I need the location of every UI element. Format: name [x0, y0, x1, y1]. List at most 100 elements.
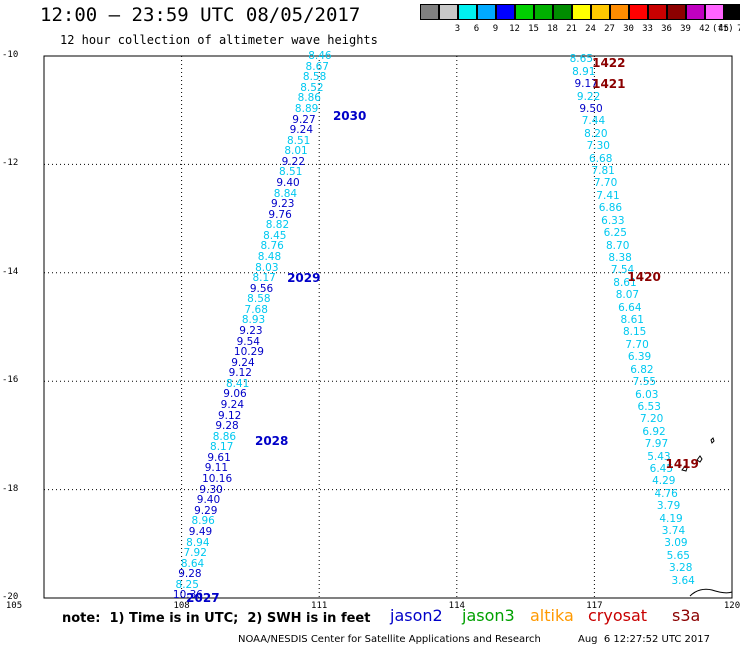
wave-height-value: 9.11 [204, 462, 229, 475]
wave-height-value: 6.64 [618, 301, 642, 314]
legend-swatch [477, 4, 496, 20]
legend-swatch [534, 4, 553, 20]
legend-swatch [420, 4, 439, 20]
wave-height-value: 8.46 [308, 50, 332, 63]
wave-height-value: 8.41 [225, 377, 250, 390]
wave-height-value: 8.17 [252, 272, 276, 285]
pass-time-label: 1419 [665, 456, 699, 471]
legend-swatch [591, 4, 610, 20]
wave-height-value: 8.86 [212, 430, 237, 443]
legend-tick-label: 24 [585, 24, 596, 34]
legend-swatch [515, 4, 534, 20]
wave-height-value: 9.40 [276, 176, 300, 189]
longitude-tick-label: 111 [311, 601, 328, 611]
latitude-tick-label: -10 [2, 50, 19, 60]
wave-height-value: 4.76 [654, 487, 678, 500]
wave-height-value: 9.28 [178, 568, 202, 581]
wave-height-value: 5.65 [666, 549, 690, 562]
legend-tick-label: 33 [642, 24, 653, 34]
wave-height-value: 9.54 [236, 335, 260, 348]
footer-note: note: 1) Time is in UTC; 2) SWH is in fe… [62, 611, 371, 626]
legend-tick-label: 21 [566, 24, 577, 34]
wave-height-value: 3.09 [664, 537, 688, 550]
wave-height-value: 7.68 [244, 303, 268, 316]
wave-height-value: 7.41 [596, 189, 620, 202]
satellite-legend-entry: cryosat [588, 606, 648, 625]
wave-height-value: 8.91 [572, 65, 596, 78]
wave-height-value: 8.52 [300, 81, 324, 94]
wave-height-value: 8.65 [569, 53, 594, 66]
wave-height-value: 6.92 [642, 425, 666, 438]
wave-height-value: 9.22 [576, 90, 601, 103]
wave-height-value: 8.61 [620, 314, 644, 327]
wave-height-value: 3.28 [669, 562, 693, 575]
wave-height-value: 9.56 [249, 282, 274, 295]
wave-height-value: 7.81 [591, 165, 615, 178]
legend-tick-label: 70 [737, 24, 740, 34]
pass-time-label: 1422 [592, 55, 626, 70]
wave-height-value: 4.19 [659, 512, 683, 525]
wave-height-value: 9.29 [194, 504, 218, 517]
wave-height-value: 4.29 [652, 475, 676, 488]
map-grid [44, 56, 732, 598]
legend-swatch [686, 4, 705, 20]
wave-height-value: 9.24 [231, 356, 255, 369]
wave-height-value: 8.94 [186, 536, 210, 549]
chart-title: 12:00 — 23:59 UTC 08/05/2017 [40, 4, 361, 26]
legend-tick-label: 15 [528, 24, 539, 34]
wave-height-value: 8.70 [606, 239, 630, 252]
legend-tick-label: 45 [718, 24, 729, 34]
wave-height-value: 6.45 [649, 463, 674, 475]
wave-height-value: 8.51 [286, 134, 311, 147]
wave-height-value: 8.51 [279, 166, 303, 179]
map-frame [43, 55, 733, 599]
legend-tick-label: 42 [699, 24, 710, 34]
wave-height-value: 3.64 [671, 574, 695, 587]
wave-height-value: 8.03 [255, 261, 279, 274]
longitude-tick-label: 114 [448, 601, 465, 611]
pass-time-label: 2027 [186, 591, 220, 605]
latitude-tick-label: -14 [2, 266, 19, 277]
latitude-tick-label: -16 [2, 375, 19, 386]
wave-height-value: 6.86 [598, 202, 623, 215]
wave-height-value: 8.86 [297, 92, 321, 105]
wave-height-value: 9.06 [223, 388, 247, 401]
longitude-tick-label: 105 [5, 601, 23, 611]
wave-height-value: 9.24 [289, 124, 314, 137]
satellite-legend-entry: jason2 [390, 606, 443, 625]
wave-height-value: 7.30 [586, 140, 610, 153]
wave-height-value: 8.84 [273, 187, 298, 200]
wave-height-value: 8.48 [257, 250, 282, 263]
wave-height-value: 9.49 [188, 525, 213, 538]
wave-height-value: 8.45 [263, 229, 287, 242]
pass-time-label: 2028 [254, 433, 289, 448]
legend-swatch [724, 4, 740, 20]
wave-height-value: 7.44 [581, 115, 606, 128]
wave-height-value: 6.33 [601, 214, 625, 227]
wave-height-value: 8.38 [608, 251, 632, 264]
wave-height-value: 3.74 [661, 525, 686, 538]
pass-time-label: 1421 [592, 77, 626, 92]
wave-height-value: 9.27 [292, 113, 316, 126]
wave-height-value: 8.25 [175, 578, 199, 591]
wave-height-value: 9.61 [207, 451, 231, 464]
wave-height-value: 9.12 [228, 367, 252, 380]
wave-height-value: 6.82 [630, 363, 654, 376]
wave-height-value: 8.61 [613, 276, 637, 289]
wave-height-value: 6.53 [637, 400, 661, 413]
wave-height-value: 8.96 [191, 515, 215, 528]
pass-time-label: 2030 [332, 108, 367, 123]
legend-swatch [610, 4, 629, 20]
legend-swatch [667, 4, 686, 20]
legend-tick-label: 39 [680, 24, 691, 34]
legend-swatch [553, 4, 572, 20]
latitude-tick-label: -12 [2, 158, 19, 169]
legend-tick-label: 36 [661, 24, 672, 34]
wave-height-value: 9.12 [217, 409, 242, 422]
longitude-tick-label: 108 [173, 601, 190, 611]
wave-height-value: 9.23 [239, 325, 263, 338]
legend-tick-label: 12 [509, 24, 520, 34]
wave-height-value: 3.79 [656, 500, 681, 513]
legend-unit-label: (ft) [712, 24, 734, 34]
